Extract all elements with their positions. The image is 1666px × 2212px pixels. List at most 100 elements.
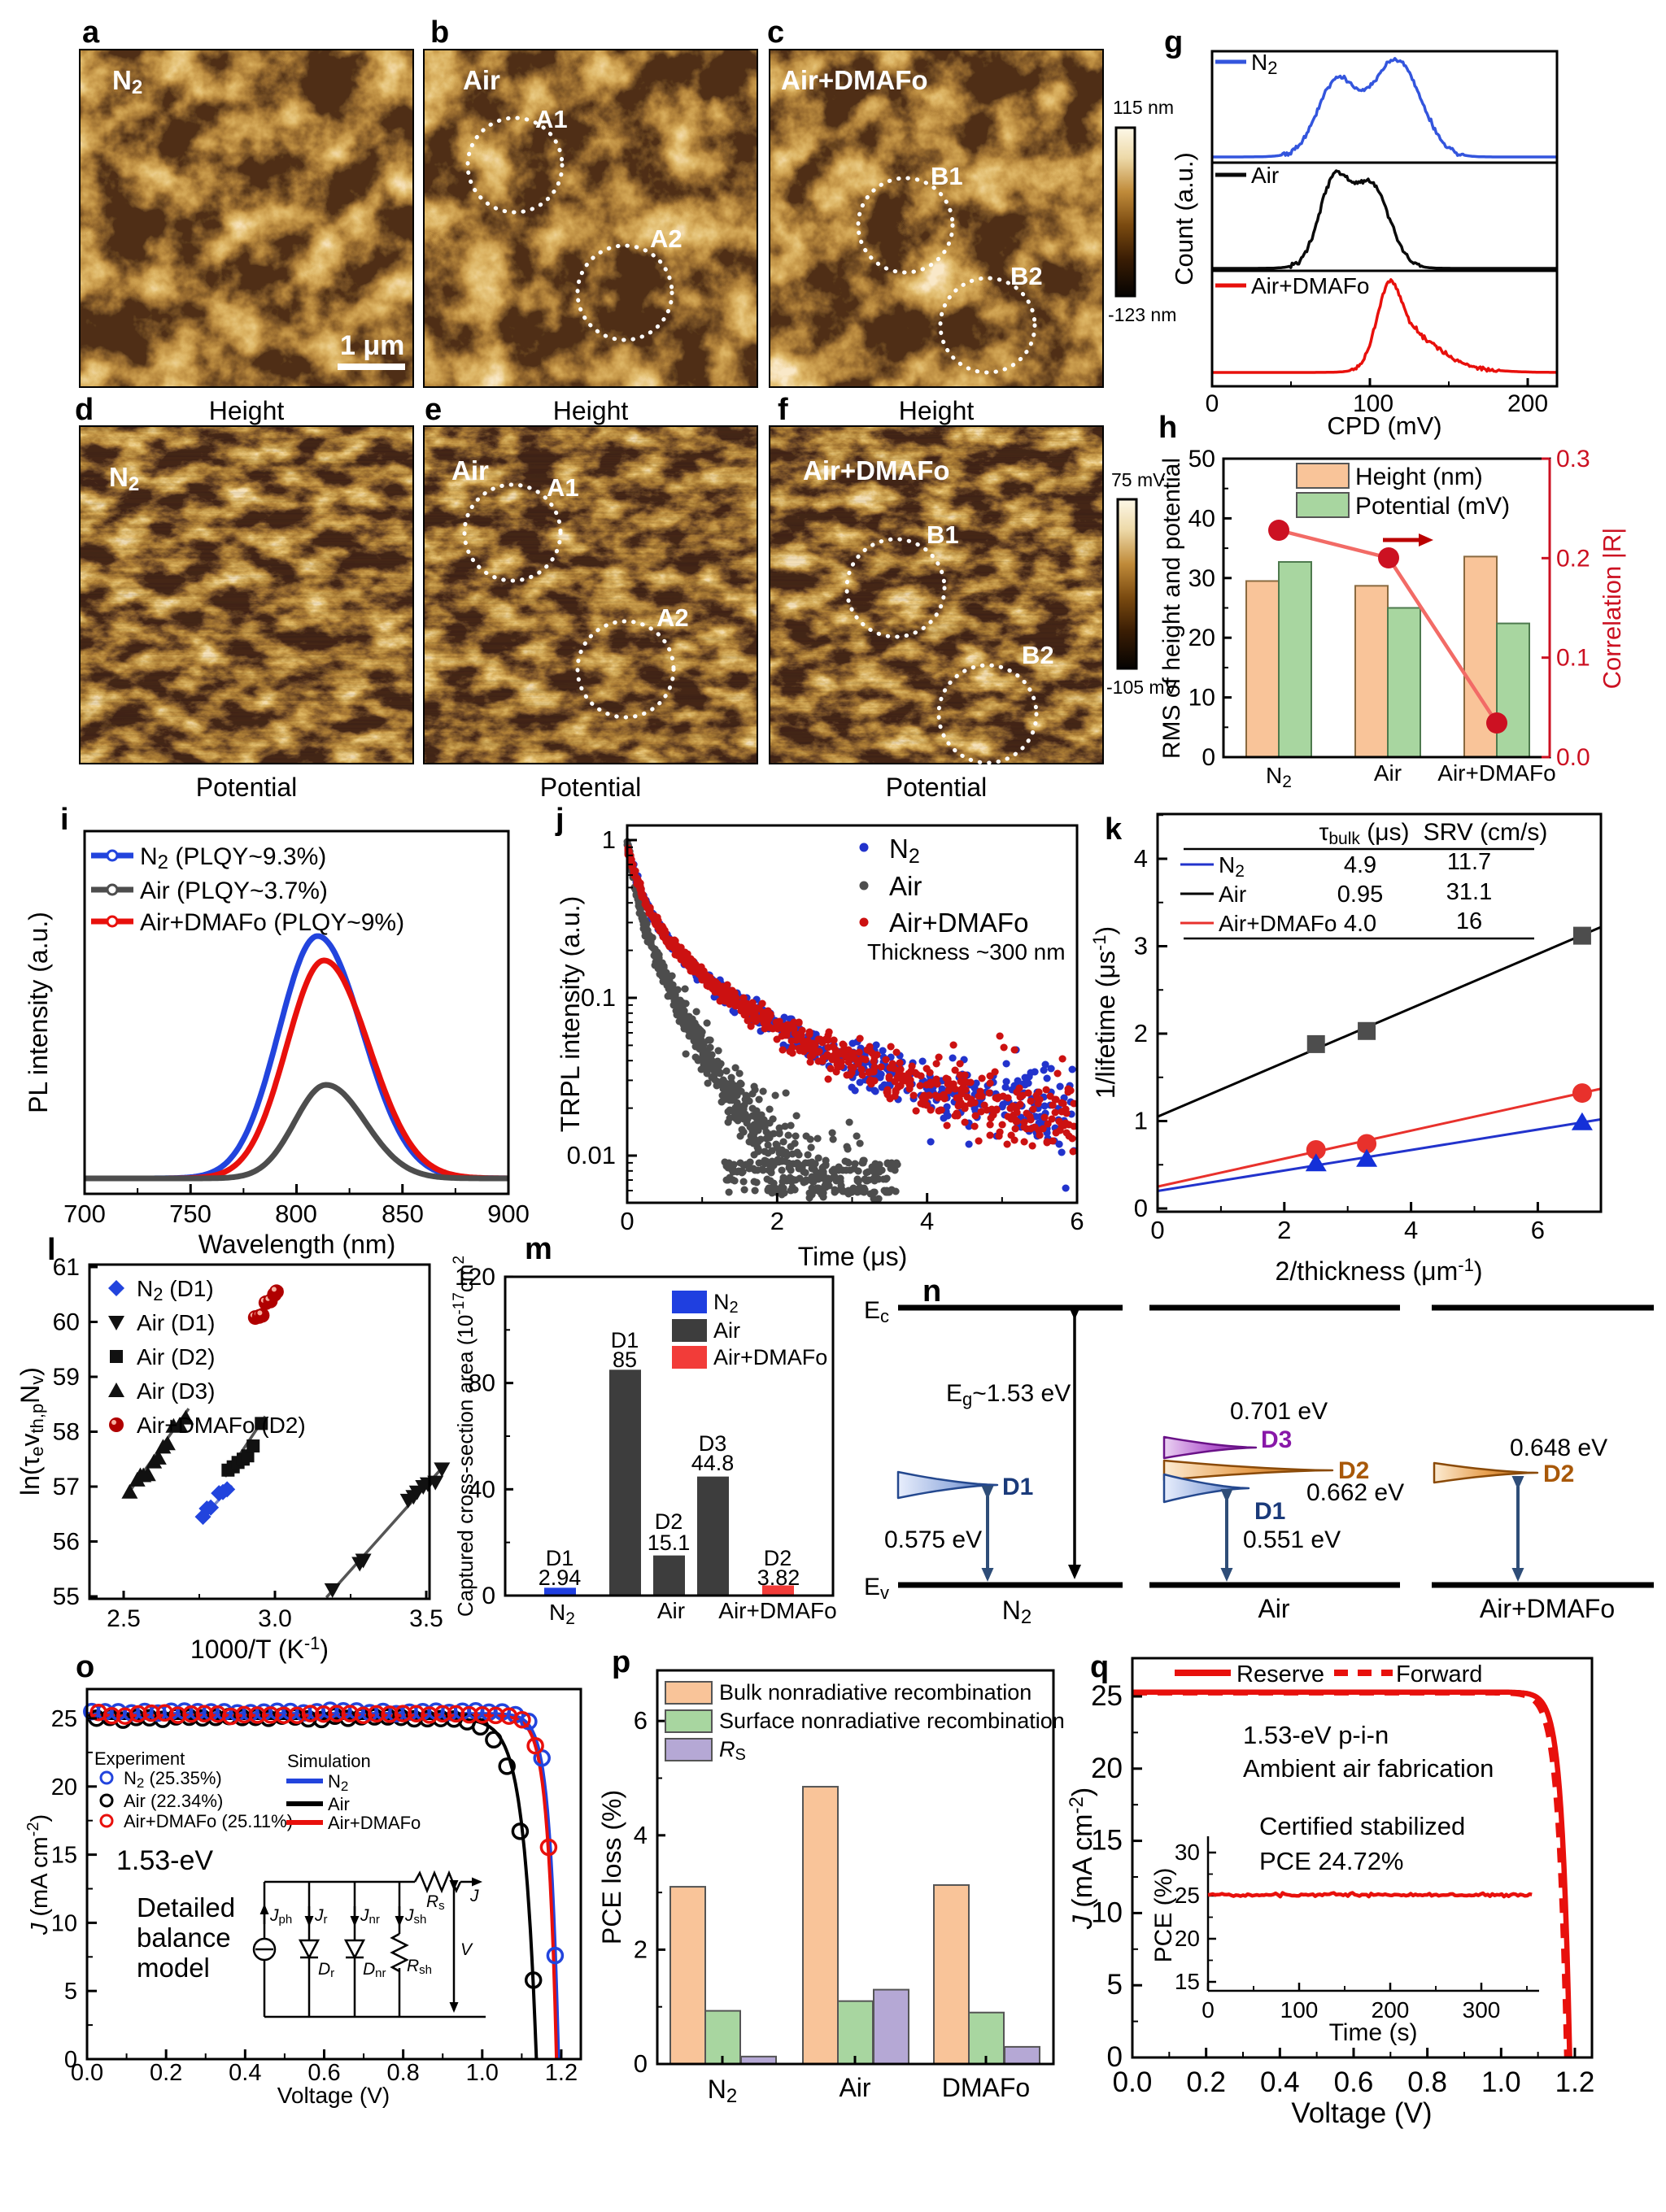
svg-text:e: e [425, 393, 442, 427]
svg-text:Certified stabilized: Certified stabilized [1259, 1812, 1465, 1840]
svg-text:0.4: 0.4 [229, 2060, 261, 2086]
svg-text:300: 300 [1463, 1997, 1501, 2023]
svg-text:58: 58 [53, 1419, 80, 1446]
svg-text:DMAFo: DMAFo [942, 2073, 1030, 2102]
svg-text:p: p [612, 1645, 630, 1679]
svg-text:q: q [1090, 1650, 1109, 1684]
svg-text:RS: RS [719, 1737, 746, 1764]
svg-text:k: k [1105, 812, 1123, 847]
svg-text:τbulk (μs): τbulk (μs) [1319, 819, 1410, 848]
svg-text:0.8: 0.8 [386, 2060, 419, 2086]
svg-text:Forward: Forward [1396, 1661, 1482, 1687]
svg-text:0: 0 [634, 2049, 648, 2078]
svg-text:a: a [82, 15, 100, 50]
svg-text:Time (s): Time (s) [1329, 2019, 1418, 2046]
svg-text:0.0: 0.0 [1113, 2066, 1153, 2098]
svg-text:Potential (mV): Potential (mV) [1355, 493, 1510, 520]
svg-text:Jsh: Jsh [404, 1906, 426, 1927]
svg-text:3.0: 3.0 [258, 1605, 292, 1632]
svg-text:20: 20 [1175, 1926, 1200, 1951]
svg-text:0.6: 0.6 [1334, 2066, 1374, 2098]
svg-text:3.5: 3.5 [409, 1605, 443, 1632]
svg-text:0.01: 0.01 [567, 1141, 616, 1169]
svg-text:0.2: 0.2 [150, 2060, 182, 2086]
svg-text:Dnr: Dnr [363, 1960, 386, 1980]
svg-text:Jr: Jr [314, 1906, 328, 1927]
svg-text:B2: B2 [1010, 262, 1043, 290]
svg-text:30: 30 [1175, 1840, 1200, 1865]
svg-text:D1: D1 [611, 1328, 639, 1352]
svg-text:15: 15 [1175, 1969, 1200, 1994]
svg-text:0.4: 0.4 [1260, 2066, 1300, 2098]
svg-text:4: 4 [920, 1207, 934, 1235]
svg-text:Air: Air [713, 1318, 740, 1343]
svg-text:g: g [1164, 25, 1183, 59]
svg-text:B1: B1 [931, 162, 963, 190]
svg-text:Potential: Potential [886, 773, 988, 802]
svg-text:Voltage (V): Voltage (V) [1291, 2097, 1432, 2129]
svg-text:4: 4 [1134, 844, 1148, 873]
svg-text:Air+DMAFo (25.11%): Air+DMAFo (25.11%) [124, 1811, 293, 1831]
svg-text:B1: B1 [927, 520, 959, 549]
svg-text:-105 mV: -105 mV [1106, 677, 1178, 698]
svg-text:N2: N2 [1251, 50, 1277, 78]
svg-text:2: 2 [770, 1207, 784, 1235]
svg-text:Air+DMAFo: Air+DMAFo [328, 1813, 421, 1833]
svg-text:Air: Air [657, 1598, 685, 1623]
svg-text:1.53-eV: 1.53-eV [116, 1845, 213, 1876]
svg-text:0.3: 0.3 [1556, 446, 1590, 472]
svg-text:Air: Air [1219, 882, 1246, 907]
svg-text:Jph: Jph [269, 1906, 292, 1927]
svg-text:i: i [60, 803, 69, 837]
svg-text:Jnr: Jnr [360, 1906, 380, 1927]
svg-text:Air+DMAFo: Air+DMAFo [1437, 760, 1555, 786]
svg-text:115 nm: 115 nm [1113, 97, 1174, 118]
svg-text:Air: Air [839, 2073, 870, 2102]
svg-text:10: 10 [51, 1910, 77, 1936]
svg-text:2.94: 2.94 [539, 1565, 582, 1590]
svg-text:j: j [555, 803, 565, 837]
svg-text:75 mV: 75 mV [1111, 469, 1166, 490]
svg-text:Air (PLQY~3.7%): Air (PLQY~3.7%) [140, 877, 328, 904]
svg-text:6: 6 [1070, 1207, 1084, 1235]
svg-text:1000/T (K-1​): 1000/T (K-1​) [190, 1633, 329, 1664]
svg-text:0: 0 [620, 1207, 634, 1235]
svg-text:Air+DMAFo: Air+DMAFo [718, 1598, 836, 1623]
svg-text:20: 20 [1091, 1753, 1123, 1784]
svg-text:85: 85 [613, 1348, 637, 1372]
svg-text:56: 56 [53, 1529, 80, 1556]
svg-text:D2: D2 [655, 1509, 683, 1534]
svg-text:Air (D2): Air (D2) [137, 1344, 215, 1369]
svg-text:50: 50 [1188, 446, 1215, 472]
svg-text:1 μm: 1 μm [340, 330, 404, 361]
svg-text:0: 0 [1206, 390, 1219, 417]
svg-text:D2: D2 [764, 1546, 792, 1570]
svg-text:A1: A1 [547, 473, 579, 502]
svg-text:Detailed: Detailed [137, 1892, 235, 1922]
svg-text:n: n [922, 1274, 941, 1308]
svg-text:Air: Air [463, 65, 500, 95]
svg-text:25: 25 [1175, 1883, 1200, 1908]
svg-text:0.2: 0.2 [1556, 545, 1590, 572]
svg-text:16: 16 [1456, 908, 1482, 934]
svg-text:Air (22.34%): Air (22.34%) [124, 1791, 223, 1811]
svg-text:Ambient air fabrication: Ambient air fabrication [1243, 1754, 1494, 1783]
svg-text:1.2: 1.2 [1555, 2066, 1595, 2098]
svg-text:100: 100 [1280, 1997, 1319, 2023]
svg-text:4: 4 [634, 1821, 648, 1849]
svg-text:Rsh: Rsh [407, 1957, 432, 1977]
svg-text:balance: balance [137, 1922, 231, 1953]
svg-text:40: 40 [469, 1476, 495, 1503]
svg-text:11.7: 11.7 [1447, 849, 1491, 875]
svg-text:0.1: 0.1 [1556, 645, 1590, 672]
svg-text:D3: D3 [699, 1431, 727, 1456]
svg-text:o: o [76, 1650, 94, 1684]
svg-text:TRPL intensity (a.u.): TRPL intensity (a.u.) [556, 896, 585, 1132]
svg-text:Voltage (V): Voltage (V) [277, 2083, 390, 2108]
svg-text:A2: A2 [656, 603, 689, 632]
svg-text:15: 15 [1091, 1825, 1123, 1857]
svg-text:Air (D1): Air (D1) [137, 1310, 215, 1335]
svg-text:D1: D1 [1254, 1498, 1285, 1525]
svg-text:10: 10 [1188, 685, 1215, 712]
svg-text:0: 0 [1134, 1194, 1148, 1222]
